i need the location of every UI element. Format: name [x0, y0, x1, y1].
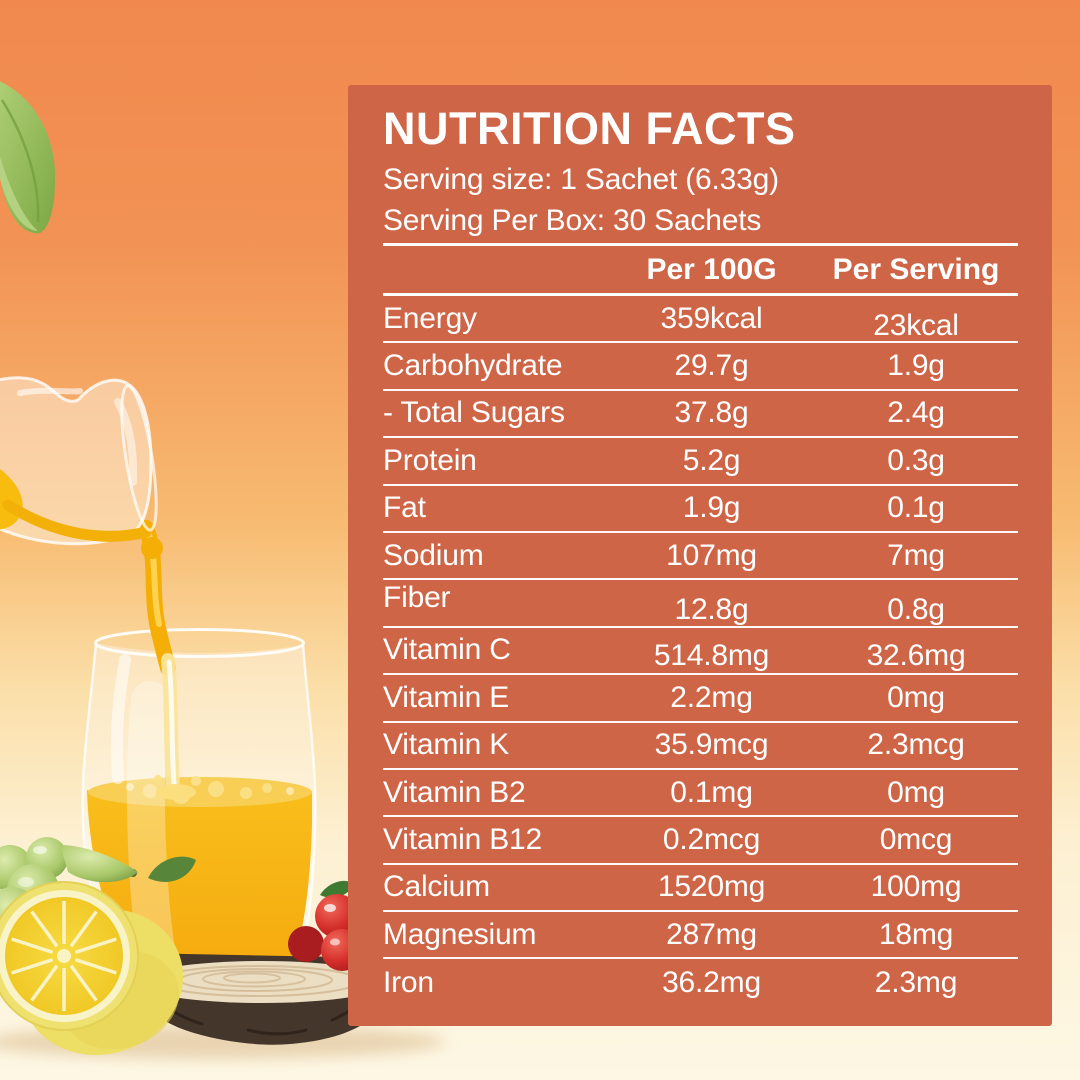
per-serving-value: 32.6mg [866, 639, 966, 673]
per-100g-value: 37.8g [674, 396, 749, 430]
table-row: Vitamin B12 0.2mcg 0mcg [383, 817, 1018, 865]
serving-size: Serving size: 1 Sachet (6.33g) [383, 163, 779, 196]
servings-per-box: Serving Per Box: 30 Sachets [383, 204, 762, 237]
juice-stream [138, 520, 201, 800]
per-100g-value: 35.9mcg [654, 728, 769, 762]
per-100g-value: 5.2g [682, 443, 741, 477]
nutrient-label: Magnesium [383, 917, 537, 951]
column-per-100g: Per 100G [646, 252, 777, 286]
nutrient-label: Vitamin B2 [383, 775, 526, 809]
nutrient-label: Carbohydrate [383, 349, 563, 383]
nutrition-table: Energy 359kcal 23kcal Carbohydrate 29.7g… [383, 296, 1018, 1007]
nutrient-label: - Total Sugars [383, 396, 565, 430]
per-serving-value: 18mg [878, 917, 954, 951]
table-row: Calcium 1520mg 100mg [383, 865, 1018, 913]
nutrient-label: Fat [383, 491, 426, 525]
table-row: Magnesium 287mg 18mg [383, 912, 1018, 960]
glass-rim [94, 628, 305, 658]
per-100g-value: 36.2mg [662, 966, 761, 1000]
per-100g-value: 12.8g [674, 593, 749, 627]
table-row: Fat 1.9g 0.1g [383, 486, 1018, 533]
juice-surface [88, 777, 312, 807]
per-serving-value: 7mg [887, 538, 945, 572]
per-serving-value: 0.3g [887, 443, 945, 477]
per-100g-value: 1520mg [657, 870, 766, 904]
per-serving-value: 0.8g [887, 593, 945, 627]
per-serving-value: 2.4g [887, 396, 945, 430]
leaf-vein [0, 99, 40, 223]
per-100g-value: 359kcal [660, 301, 763, 335]
per-100g-value: 1.9g [682, 491, 741, 525]
per-100g-value: 514.8mg [653, 639, 770, 673]
per-serving-value: 1.9g [887, 349, 945, 383]
serving-info: Serving size: 1 Sachet (6.33g) Serving P… [383, 159, 1018, 241]
per-100g-value: 29.7g [674, 349, 749, 383]
per-100g-value: 287mg [666, 917, 757, 951]
nutrient-label: Calcium [383, 870, 490, 904]
nutrient-label: Protein [383, 443, 477, 477]
table-row: Energy 359kcal 23kcal [383, 296, 1018, 344]
nutrient-label: Vitamin E [383, 680, 510, 714]
per-serving-value: 0mcg [879, 822, 953, 856]
per-serving-value: 2.3mcg [867, 728, 965, 762]
table-row: Protein 5.2g 0.3g [383, 438, 1018, 486]
nutrient-label: Sodium [383, 538, 484, 572]
table-row: Iron 36.2mg 2.3mg [383, 959, 1018, 1006]
table-header: Per 100G Per Serving [383, 243, 1018, 296]
per-100g-value: 0.1mg [670, 775, 753, 809]
nutrient-label: Vitamin B12 [383, 822, 543, 856]
nutrient-label: Iron [383, 966, 434, 1000]
per-serving-value: 0mg [887, 775, 945, 809]
per-100g-value: 2.2mg [670, 680, 753, 714]
table-row: Carbohydrate 29.7g 1.9g [383, 343, 1018, 391]
splash [156, 784, 196, 800]
per-serving-value: 0mg [887, 680, 945, 714]
table-row: Vitamin K 35.9mcg 2.3mcg [383, 723, 1018, 770]
nutrient-label: Vitamin K [383, 728, 510, 762]
green-leaf [0, 81, 56, 234]
per-serving-value: 23kcal [873, 308, 959, 342]
table-row: - Total Sugars 37.8g 2.4g [383, 391, 1018, 439]
table-row: Vitamin E 2.2mg 0mg [383, 675, 1018, 723]
pitcher-mouth [120, 384, 158, 532]
table-row: Fiber 12.8g 0.8g [383, 580, 1018, 628]
per-serving-value: 2.3mg [874, 966, 958, 1000]
table-row: Sodium 107mg 7mg [383, 533, 1018, 581]
table-row: Vitamin B2 0.1mg 0mg [383, 770, 1018, 818]
lemon-segments [11, 901, 117, 1011]
per-100g-value: 107mg [666, 538, 757, 572]
small-leaf [148, 856, 196, 882]
cherry-leaf [320, 880, 354, 898]
nutrient-label: Vitamin C [383, 633, 511, 667]
nutrient-label: Energy [383, 301, 477, 335]
per-serving-value: 100mg [870, 870, 962, 904]
per-100g-value: 0.2mcg [662, 822, 761, 856]
nutrition-facts-panel: NUTRITION FACTS Serving size: 1 Sachet (… [348, 85, 1052, 1026]
column-per-serving: Per Serving [832, 252, 1000, 286]
lemon-half [0, 881, 184, 1056]
panel-title: NUTRITION FACTS [383, 103, 796, 154]
juice-pitcher [0, 376, 158, 546]
per-serving-value: 0.1g [887, 491, 945, 525]
table-row: Vitamin C 514.8mg 32.6mg [383, 628, 1018, 676]
nutrient-label: Fiber [383, 581, 451, 615]
